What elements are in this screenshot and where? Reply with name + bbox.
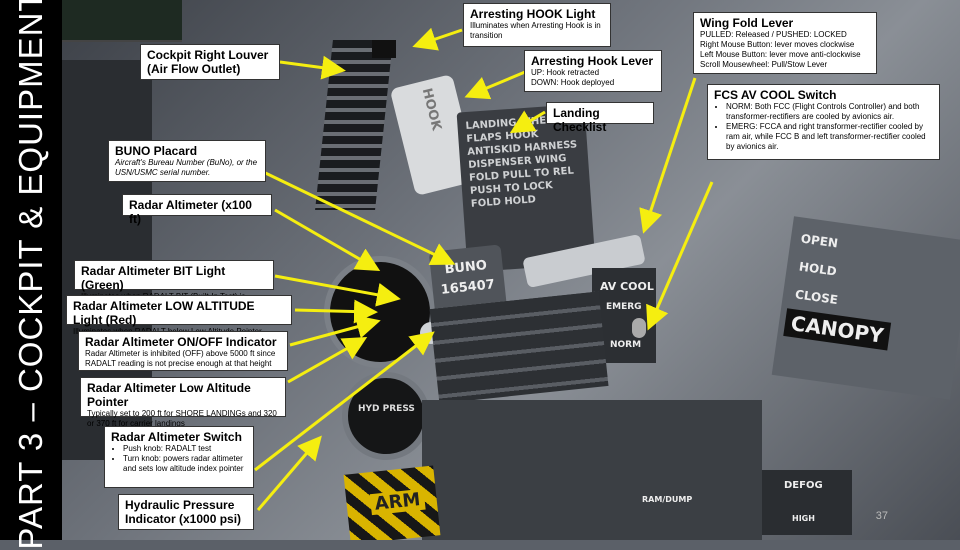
callout-wing-fold-line3: Left Mouse Button: lever move anti-clock… xyxy=(700,50,861,59)
callout-louver: Cockpit Right Louver (Air Flow Outlet) xyxy=(140,44,280,80)
canopy-label: CANOPY xyxy=(783,308,892,351)
louver-grille xyxy=(315,40,393,210)
callout-wing-fold-line2: Right Mouse Button: lever moves clockwis… xyxy=(700,40,855,49)
callout-switch-item2: Turn knob: powers radar altimeter and se… xyxy=(123,454,247,474)
callout-fcs-title: FCS AV COOL Switch xyxy=(714,88,837,102)
callout-pointer-title: Radar Altimeter Low Altitude Pointer xyxy=(87,381,251,409)
callout-onoff-title: Radar Altimeter ON/OFF Indicator xyxy=(85,335,277,349)
canopy-open-label: OPEN xyxy=(800,231,839,251)
av-cool-label: AV COOL xyxy=(600,280,654,293)
callout-radalt-title: Radar Altimeter (x100 ft) xyxy=(129,198,252,226)
defog-label: DEFOG xyxy=(784,480,823,491)
canopy-close-label: CLOSE xyxy=(794,287,839,308)
lower-right-panel xyxy=(422,400,762,540)
callout-pointer: Radar Altimeter Low Altitude Pointer Typ… xyxy=(80,377,286,428)
callout-wing-fold: Wing Fold Lever PULLED: Released / PUSHE… xyxy=(693,12,877,74)
buno-label: BUNO xyxy=(443,257,488,278)
callout-onoff: Radar Altimeter ON/OFF Indicator Radar A… xyxy=(78,331,288,371)
callout-hyd-title: Hydraulic Pressure Indicator (x1000 psi) xyxy=(125,498,242,526)
callout-landing-checklist: Landing Checklist xyxy=(546,102,654,134)
ram-dump-label: RAM/DUMP xyxy=(642,495,693,504)
hook-text: HOOK xyxy=(418,86,444,133)
buno-number: 165407 xyxy=(440,277,496,298)
canopy-panel: OPEN HOLD CLOSE CANOPY xyxy=(771,216,960,400)
callout-buno-desc: Aircraft's Bureau Number (BuNo), or the … xyxy=(115,158,258,177)
callout-bit-light-title: Radar Altimeter BIT Light (Green) xyxy=(81,264,226,292)
callout-radalt: Radar Altimeter (x100 ft) xyxy=(122,194,272,226)
hyd-press-label: HYD PRESS xyxy=(358,404,415,414)
callout-hook-lever: Arresting Hook Lever UP: Hook retracted … xyxy=(524,50,662,92)
hook-light xyxy=(372,40,396,58)
emerg-label: EMERG xyxy=(606,302,642,312)
callout-hook-lever-line1: UP: Hook retracted xyxy=(531,68,600,77)
radar-altimeter-gauge xyxy=(324,256,436,368)
callout-pointer-desc: Typically set to 200 ft for SHORE LANDIN… xyxy=(87,409,277,428)
callout-onoff-desc: Radar Altimeter is inhibited (OFF) above… xyxy=(85,349,276,368)
callout-hook-lever-title: Arresting Hook Lever xyxy=(531,54,654,68)
callout-hook-light-desc: Illuminates when Arresting Hook is in tr… xyxy=(470,21,601,40)
av-cool-toggle[interactable] xyxy=(632,318,646,338)
callout-landing-checklist-title: Landing Checklist xyxy=(553,106,607,134)
callout-switch-item1: Push knob: RADALT test xyxy=(123,444,247,454)
callout-hook-light: Arresting HOOK Light Illuminates when Ar… xyxy=(463,3,611,47)
hydraulic-pressure-gauge: HYD PRESS xyxy=(342,372,430,460)
top-left-instrument xyxy=(62,0,182,42)
callout-louver-title: Cockpit Right Louver (Air Flow Outlet) xyxy=(147,48,269,76)
callout-buno-title: BUNO Placard xyxy=(115,144,198,158)
section-title: PART 3 – COCKPIT & EQUIPMENT xyxy=(12,0,49,550)
arm-switch-cover[interactable]: ARM xyxy=(343,465,441,540)
callout-wing-fold-line4: Scroll Mousewheel: Pull/Stow Lever xyxy=(700,60,828,69)
callout-bit-light: Radar Altimeter BIT Light (Green) Illumi… xyxy=(74,260,274,311)
section-sidebar: PART 3 – COCKPIT & EQUIPMENT xyxy=(0,0,62,550)
callout-fcs-item1: NORM: Both FCC (Flight Controls Controll… xyxy=(726,102,933,122)
norm-label: NORM xyxy=(610,340,642,350)
callout-fcs: FCS AV COOL Switch NORM: Both FCC (Fligh… xyxy=(707,84,940,160)
canopy-hold-label: HOLD xyxy=(798,259,838,279)
callout-low-alt-light: Radar Altimeter LOW ALTITUDE Light (Red)… xyxy=(66,295,292,336)
callout-hyd: Hydraulic Pressure Indicator (x1000 psi) xyxy=(118,494,254,530)
callout-switch: Radar Altimeter Switch Push knob: RADALT… xyxy=(104,426,254,488)
callout-hook-light-title: Arresting HOOK Light xyxy=(470,7,596,21)
annunciator-panel xyxy=(429,291,609,404)
callout-low-alt-light-title: Radar Altimeter LOW ALTITUDE Light (Red) xyxy=(73,299,255,327)
callout-wing-fold-line1: PULLED: Released / PUSHED: LOCKED xyxy=(700,30,847,39)
arm-label: ARM xyxy=(369,488,426,516)
high-label: HIGH xyxy=(792,514,815,523)
callout-switch-title: Radar Altimeter Switch xyxy=(111,430,242,444)
defog-panel: DEFOG HIGH xyxy=(762,470,852,535)
page-number: 37 xyxy=(875,510,888,522)
callout-fcs-item2: EMERG: FCCA and right transformer-rectif… xyxy=(726,122,933,152)
callout-wing-fold-title: Wing Fold Lever xyxy=(700,16,794,30)
callout-hook-lever-line2: DOWN: Hook deployed xyxy=(531,78,615,87)
callout-buno: BUNO Placard Aircraft's Bureau Number (B… xyxy=(108,140,266,182)
